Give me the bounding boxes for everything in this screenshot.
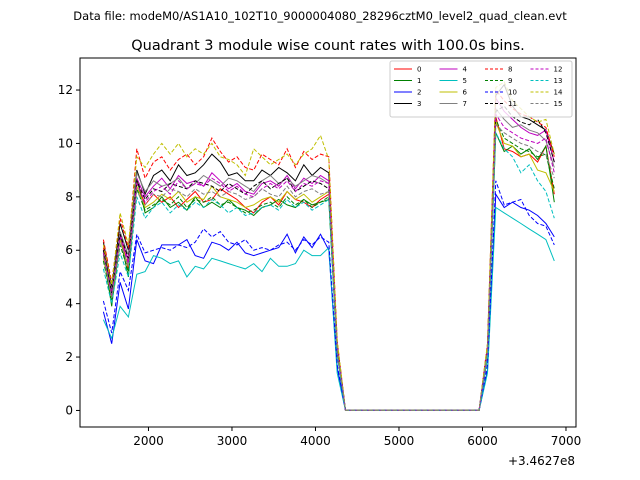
y-axis: 0 2 4 6 8 10 12: [58, 83, 80, 417]
y-tick-label: 12: [58, 83, 73, 97]
legend-label-3: 3: [417, 100, 421, 108]
x-axis: 2000 3000 4000 5000 6000 7000: [133, 427, 581, 448]
legend-box: [389, 60, 573, 118]
legend-label-2: 2: [417, 89, 421, 97]
y-tick-label: 10: [58, 136, 73, 150]
legend-label-14: 14: [554, 89, 563, 97]
y-tick-label: 4: [65, 297, 73, 311]
legend-label-10: 10: [508, 89, 517, 97]
x-tick-label: 7000: [551, 434, 582, 448]
legend-label-13: 13: [554, 77, 563, 85]
series-line-15: [102, 123, 555, 411]
chart-title: Quadrant 3 module wise count rates with …: [131, 38, 525, 54]
x-tick-label: 4000: [300, 434, 331, 448]
x-tick-label: 3000: [217, 434, 248, 448]
y-tick-label: 6: [65, 243, 73, 257]
legend-label-9: 9: [508, 77, 512, 85]
legend-label-0: 0: [417, 66, 421, 74]
legend-label-1: 1: [417, 77, 421, 85]
legend-label-6: 6: [463, 89, 468, 97]
x-offset-label: +3.4627e8: [508, 454, 575, 468]
suptitle: Data file: modeM0/AS1A10_102T10_90000040…: [73, 9, 567, 23]
series-line-10: [102, 180, 555, 411]
y-tick-label: 8: [65, 190, 73, 204]
axes-frame: [79, 57, 577, 428]
legend-label-12: 12: [554, 66, 563, 74]
series-line-12: [102, 112, 555, 411]
legend-label-5: 5: [463, 77, 467, 85]
series-layer: [102, 81, 555, 411]
y-tick-label: 0: [65, 403, 73, 417]
x-tick-label: 5000: [384, 434, 415, 448]
legend-label-4: 4: [463, 66, 468, 74]
series-line-9: [102, 119, 555, 411]
legend-label-7: 7: [463, 100, 467, 108]
legend-label-8: 8: [508, 66, 512, 74]
y-tick-label: 2: [65, 350, 73, 364]
legend-label-11: 11: [508, 100, 517, 108]
x-tick-label: 6000: [467, 434, 498, 448]
legend-label-15: 15: [554, 100, 563, 108]
x-tick-label: 2000: [133, 434, 164, 448]
